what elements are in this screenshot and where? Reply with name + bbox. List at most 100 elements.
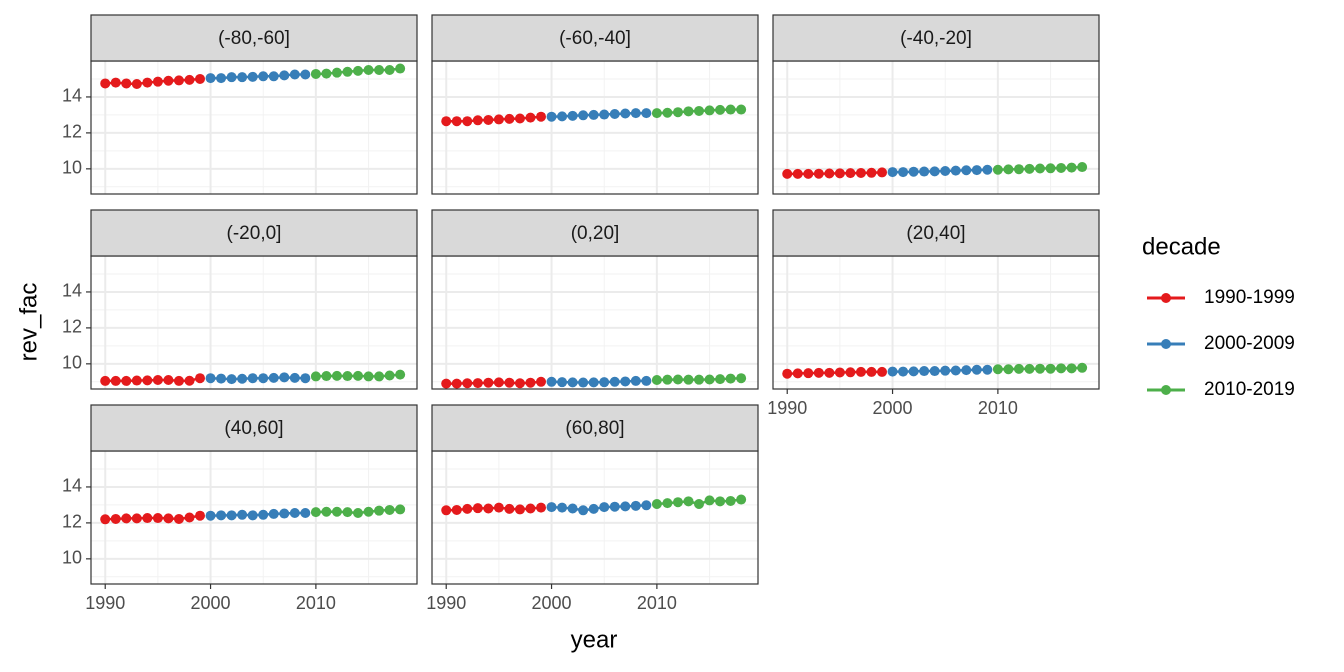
data-point — [195, 510, 206, 521]
data-point — [374, 371, 385, 382]
series-line — [105, 77, 201, 86]
data-point — [824, 367, 835, 378]
data-point — [908, 366, 919, 377]
data-point — [782, 368, 793, 379]
y-tick-label: 14 — [62, 86, 82, 106]
panel-background — [432, 61, 758, 194]
strip-label: (60,80] — [565, 418, 624, 439]
data-point — [441, 505, 452, 516]
data-point — [546, 111, 557, 122]
legend-label: 2010-2019 — [1204, 379, 1295, 400]
data-point — [630, 500, 641, 511]
data-point — [131, 375, 142, 386]
data-point — [1056, 363, 1067, 374]
data-point — [992, 164, 1003, 175]
x-axis-title: year — [571, 626, 618, 653]
data-point — [715, 496, 726, 507]
strip-background — [431, 209, 759, 257]
data-point — [578, 110, 589, 121]
data-point — [384, 504, 395, 515]
data-point — [110, 77, 121, 88]
data-point — [226, 72, 237, 83]
data-point — [736, 494, 747, 505]
data-point — [321, 371, 332, 382]
data-point — [641, 108, 652, 119]
series-line — [787, 370, 883, 375]
data-point — [620, 376, 631, 387]
y-tick-label: 12 — [62, 122, 82, 142]
data-point — [310, 507, 321, 518]
data-point — [321, 506, 332, 517]
data-point — [121, 513, 132, 524]
data-point — [609, 501, 620, 512]
data-point — [462, 503, 473, 514]
data-point — [525, 112, 536, 123]
strip-label: (-80,-60] — [218, 28, 290, 49]
series-line — [787, 171, 883, 176]
data-point — [662, 498, 673, 509]
data-point — [152, 513, 163, 524]
data-point — [279, 372, 290, 383]
data-point — [736, 104, 747, 115]
data-point — [483, 503, 494, 514]
data-point — [300, 69, 311, 80]
data-point — [384, 64, 395, 75]
data-point — [226, 374, 237, 385]
data-point — [834, 168, 845, 179]
data-point — [514, 378, 525, 389]
data-point — [919, 366, 930, 377]
data-point — [609, 376, 620, 387]
data-point — [1077, 362, 1088, 373]
panel-background — [432, 451, 758, 584]
data-point — [152, 76, 163, 87]
data-point — [342, 66, 353, 77]
data-point — [919, 166, 930, 177]
data-point — [641, 500, 652, 511]
data-point — [578, 505, 589, 516]
data-point — [557, 502, 568, 513]
series-line — [446, 380, 542, 385]
data-point — [514, 113, 525, 124]
data-point — [1024, 363, 1035, 374]
data-point — [472, 378, 483, 389]
x-tick-label: 2000 — [532, 593, 572, 613]
data-point — [121, 78, 132, 89]
data-point — [866, 167, 877, 178]
data-point — [441, 378, 452, 389]
legend-label: 2000-2009 — [1204, 333, 1295, 354]
data-point — [536, 111, 547, 122]
data-point — [567, 503, 578, 514]
data-point — [813, 367, 824, 378]
x-tick-label: 2010 — [637, 593, 677, 613]
data-point — [672, 374, 683, 385]
data-point — [715, 104, 726, 115]
data-point — [142, 513, 153, 524]
data-point — [961, 365, 972, 376]
series-line — [446, 115, 542, 123]
data-point — [121, 375, 132, 386]
x-tick-label: 1990 — [85, 593, 125, 613]
data-point — [1024, 163, 1035, 174]
series-line — [210, 73, 306, 80]
x-tick-label: 1990 — [767, 398, 807, 418]
data-point — [824, 168, 835, 179]
data-point — [384, 370, 395, 381]
y-tick-label: 10 — [62, 548, 82, 568]
data-point — [268, 508, 279, 519]
data-point — [462, 116, 473, 127]
data-point — [792, 368, 803, 379]
data-point — [803, 368, 814, 379]
data-point — [395, 504, 406, 515]
strip-background — [772, 209, 1100, 257]
data-point — [877, 366, 888, 377]
data-point — [472, 115, 483, 126]
data-point — [950, 365, 961, 376]
data-point — [131, 79, 142, 90]
series-line — [105, 377, 201, 383]
data-point — [247, 510, 258, 521]
data-point — [142, 77, 153, 88]
data-point — [599, 377, 610, 388]
data-point — [536, 502, 547, 513]
data-point — [694, 499, 705, 510]
